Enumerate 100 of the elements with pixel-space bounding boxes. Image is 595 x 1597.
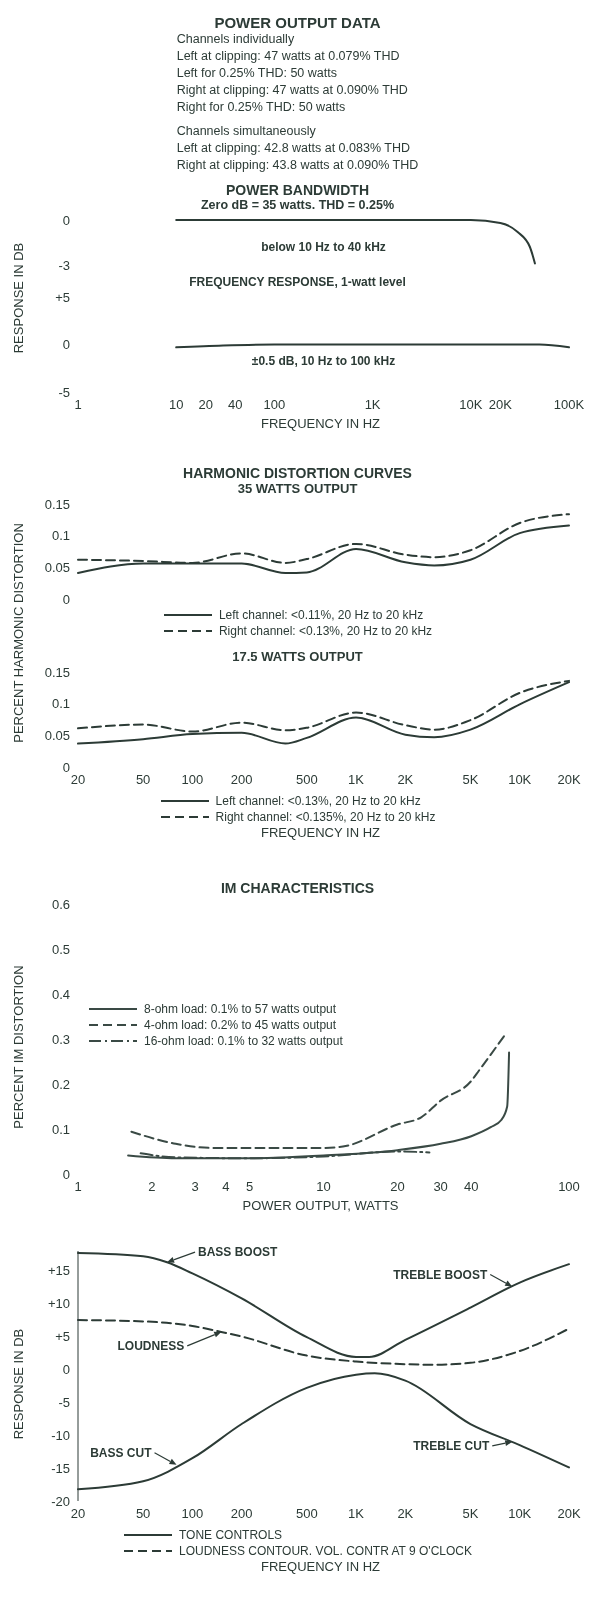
annotation: BASS CUT bbox=[90, 1445, 153, 1460]
x-tick-label: 20 bbox=[198, 397, 213, 413]
chart-title: HARMONIC DISTORTION CURVES bbox=[182, 465, 413, 481]
chart-subtitle: 35 WATTS OUTPUT bbox=[236, 481, 359, 496]
y-tick-label: +5 bbox=[55, 1329, 70, 1345]
x-axis-title: POWER OUTPUT, WATTS bbox=[241, 1198, 400, 1213]
x-tick-label: 20 bbox=[70, 772, 86, 788]
text: Left at clipping: 42.8 watts at 0.083% THD bbox=[176, 140, 411, 157]
x-tick-label: 100 bbox=[181, 772, 204, 788]
y-tick-label: -10 bbox=[51, 1427, 70, 1443]
legend-label: TONE CONTROLS bbox=[178, 1527, 283, 1543]
y-tick-label: 0 bbox=[62, 759, 70, 775]
y-tick-label: 0.1 bbox=[51, 1121, 70, 1137]
x-tick-label: 5K bbox=[462, 772, 479, 788]
y-axis-title: RESPONSE IN DB bbox=[11, 1328, 26, 1440]
annotation: below 10 Hz to 40 kHz bbox=[260, 240, 387, 255]
y-tick-label: +15 bbox=[47, 1263, 70, 1279]
x-tick-label: 100 bbox=[263, 397, 286, 413]
annotation: TREBLE BOOST bbox=[393, 1267, 488, 1282]
annotation: LOUDNESS bbox=[117, 1338, 185, 1353]
x-tick-label: 30 bbox=[433, 1179, 448, 1195]
x-tick-label: 20 bbox=[70, 1506, 86, 1522]
legend-label: Right channel: <0.13%, 20 Hz to 20 kHz bbox=[218, 623, 433, 639]
x-tick-label: 50 bbox=[135, 1506, 151, 1522]
x-tick-label: 1K bbox=[364, 397, 381, 413]
y-tick-label: 0 bbox=[62, 1362, 70, 1378]
y-tick-label: -20 bbox=[51, 1493, 70, 1509]
x-tick-label: 10K bbox=[508, 772, 532, 788]
y-tick-label: 0.5 bbox=[51, 941, 70, 957]
y-tick-label: -5 bbox=[58, 1394, 70, 1410]
text: Right at clipping: 43.8 watts at 0.090% THD bbox=[176, 157, 419, 174]
x-tick-label: 10K bbox=[508, 1506, 532, 1522]
y-tick-label: +10 bbox=[47, 1296, 70, 1312]
x-tick-label: 2K bbox=[397, 772, 414, 788]
y-tick-label: 0.3 bbox=[51, 1031, 70, 1047]
annotation: TREBLE CUT bbox=[413, 1438, 490, 1453]
x-tick-label: 1K bbox=[348, 772, 365, 788]
x-tick-label: 4 bbox=[222, 1179, 230, 1195]
y-tick-label: 0 bbox=[62, 337, 70, 353]
y-tick-label: 0.05 bbox=[44, 559, 70, 575]
x-axis-title: FREQUENCY IN HZ bbox=[260, 1559, 381, 1574]
x-tick-label: 20K bbox=[557, 772, 581, 788]
text: Channels simultaneously bbox=[176, 123, 317, 140]
annotation: ±0.5 dB, 10 Hz to 100 kHz bbox=[250, 354, 397, 368]
y-tick-label: 0 bbox=[62, 591, 70, 607]
x-tick-label: 1 bbox=[74, 1179, 82, 1195]
x-tick-label: 10 bbox=[168, 397, 184, 413]
legend-label: Left channel: <0.13%, 20 Hz to 20 kHz bbox=[215, 793, 421, 809]
chart-title: FREQUENCY RESPONSE, 1-watt level bbox=[189, 275, 406, 289]
y-tick-label: -15 bbox=[51, 1460, 70, 1476]
y-tick-label: 0.6 bbox=[51, 896, 70, 912]
x-tick-label: 10 bbox=[316, 1179, 331, 1195]
y-tick-label: 0.15 bbox=[44, 496, 70, 512]
y-tick-label: 0.2 bbox=[51, 1076, 70, 1092]
x-tick-label: 1K bbox=[348, 1506, 365, 1522]
x-tick-label: 5K bbox=[462, 1506, 479, 1522]
chart-title: 17.5 WATTS OUTPUT bbox=[232, 649, 363, 664]
x-tick-label: 20 bbox=[390, 1179, 405, 1195]
y-tick-label: 0 bbox=[62, 1166, 70, 1182]
y-tick-label: -5 bbox=[58, 384, 70, 400]
x-tick-label: 10K bbox=[459, 397, 483, 413]
y-tick-label: 0.1 bbox=[51, 528, 70, 544]
legend-label: Left channel: <0.11%, 20 Hz to 20 kHz bbox=[218, 607, 424, 623]
x-tick-label: 20K bbox=[488, 397, 513, 413]
x-tick-label: 200 bbox=[230, 772, 253, 788]
y-axis-title: PERCENT HARMONIC DISTORTION bbox=[11, 522, 26, 743]
x-tick-label: 3 bbox=[191, 1179, 199, 1195]
x-tick-label: 5 bbox=[245, 1179, 254, 1195]
legend-label: 8-ohm load: 0.1% to 57 watts output bbox=[144, 1001, 337, 1018]
legend-label: 4-ohm load: 0.2% to 45 watts output bbox=[144, 1017, 337, 1034]
x-tick-label: 100 bbox=[558, 1179, 580, 1195]
x-tick-label: 500 bbox=[295, 1506, 318, 1522]
legend-label: Right channel: <0.135%, 20 Hz to 20 kHz bbox=[215, 809, 436, 825]
text: Left at clipping: 47 watts at 0.079% THD bbox=[176, 48, 401, 65]
x-axis-title: FREQUENCY IN HZ bbox=[260, 825, 381, 840]
y-tick-label: 0 bbox=[62, 212, 70, 228]
x-tick-label: 200 bbox=[230, 1506, 253, 1522]
chart-title: POWER BANDWIDTH bbox=[224, 182, 371, 198]
text: POWER OUTPUT DATA bbox=[213, 14, 382, 31]
legend-label: LOUDNESS CONTOUR. VOL. CONTR AT 9 O'CLOCK bbox=[178, 1543, 472, 1559]
y-axis-title: PERCENT IM DISTORTION bbox=[11, 965, 26, 1129]
text: Right at clipping: 47 watts at 0.090% THD bbox=[176, 82, 409, 99]
text: Left for 0.25% THD: 50 watts bbox=[176, 65, 338, 82]
text: Right for 0.25% THD: 50 watts bbox=[176, 99, 347, 116]
x-axis-title: FREQUENCY IN HZ bbox=[260, 416, 381, 431]
y-tick-label: 0.15 bbox=[44, 664, 70, 680]
y-tick-label: 0.1 bbox=[51, 696, 70, 712]
annotation: BASS BOOST bbox=[198, 1245, 279, 1260]
x-tick-label: 20K bbox=[557, 1506, 581, 1522]
y-tick-label: 0.05 bbox=[44, 727, 70, 743]
x-tick-label: 1 bbox=[74, 397, 82, 413]
x-tick-label: 50 bbox=[135, 772, 151, 788]
y-tick-label: -3 bbox=[58, 257, 70, 273]
y-tick-label: 0.4 bbox=[51, 986, 70, 1002]
y-axis-title: RESPONSE IN DB bbox=[11, 242, 26, 353]
x-tick-label: 2 bbox=[148, 1179, 156, 1195]
text: Channels individually bbox=[176, 31, 296, 48]
x-tick-label: 2K bbox=[397, 1506, 414, 1522]
y-tick-label: +5 bbox=[55, 289, 70, 305]
x-tick-label: 100 bbox=[181, 1506, 204, 1522]
